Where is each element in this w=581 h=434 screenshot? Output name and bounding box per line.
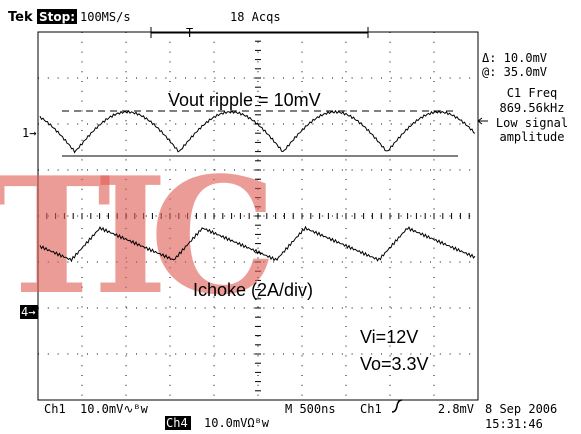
watermark: TIC — [0, 142, 277, 330]
frequency: 869.56kHz — [499, 101, 564, 115]
date: 8 Sep 2006 — [485, 402, 557, 416]
trigger-slope — [392, 400, 402, 412]
ch4-scale: 10.0mVΩᴮw — [204, 416, 270, 430]
trigger-source: Ch1 — [360, 402, 382, 416]
vin-annotation: Vi=12V — [360, 327, 418, 347]
choke-annotation: Ichoke (2A/div) — [193, 280, 313, 300]
trigger-marker: T — [186, 26, 193, 40]
ripple-annotation: Vout ripple = 10mV — [168, 90, 321, 110]
vout-annotation: Vo=3.3V — [360, 354, 429, 374]
ch1-marker: 1→ — [22, 126, 36, 140]
state: Stop: — [39, 10, 75, 24]
status-line-1: Low signal — [496, 116, 568, 130]
ch4-label: Ch4 — [166, 416, 188, 430]
record-bracket — [151, 27, 368, 38]
ch4-marker: 4→ — [21, 305, 35, 319]
acquisitions: 18 Acqs — [230, 10, 281, 24]
brand: Tek — [8, 10, 33, 25]
status-line-2: amplitude — [499, 130, 564, 144]
sample-rate: 100MS/s — [80, 10, 131, 24]
oscilloscope-screen: TIC Tek Stop: 100MS/s 18 Acqs T Δ: 10.0m… — [0, 0, 581, 434]
trigger-level-arrow — [478, 118, 488, 124]
timebase: M 500ns — [285, 402, 336, 416]
measurement: C1 Freq — [507, 86, 558, 100]
ch1-label: Ch1 — [44, 402, 66, 416]
time: 15:31:46 — [485, 417, 543, 431]
at-readout: @: 35.0mV — [482, 65, 547, 79]
ch1-scale: 10.0mV∿ᴮw — [80, 402, 149, 416]
trigger-level: 2.8mV — [438, 402, 474, 416]
delta-readout: Δ: 10.0mV — [482, 51, 547, 65]
